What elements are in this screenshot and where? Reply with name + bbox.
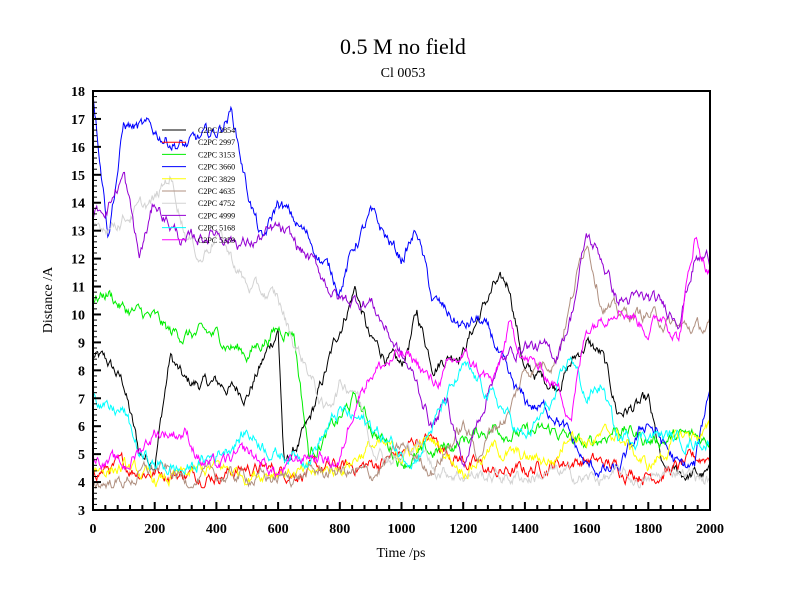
chart-subtitle: Cl 0053 — [381, 66, 426, 81]
legend-label: C2PC 4999 — [198, 211, 235, 220]
x-tick-label: 400 — [206, 522, 227, 537]
series-line-c2pc-4752 — [92, 175, 710, 489]
legend-label: C2PC 3153 — [198, 150, 235, 159]
y-tick-label: 5 — [78, 448, 85, 463]
x-tick-label: 1200 — [449, 522, 477, 537]
chart-title: 0.5 M no field — [340, 34, 466, 59]
y-tick-label: 9 — [78, 336, 85, 351]
y-axis-label: Distance /A — [41, 266, 56, 333]
legend-label: C2PC 4752 — [198, 199, 235, 208]
x-tick-label: 200 — [144, 522, 165, 537]
y-tick-label: 14 — [71, 197, 85, 212]
series-line-c2pc-2997 — [92, 432, 710, 489]
y-tick-label: 4 — [78, 476, 85, 491]
axes: 0 200 400 600 800 1000 1200 1400 1600 1800 2000 3 4 5… — [71, 85, 724, 537]
y-tick-label: 15 — [71, 169, 85, 184]
x-tick-label: 0 — [90, 522, 97, 537]
series-line-c2pc-4635 — [92, 245, 710, 490]
series-line-c2pc-4999 — [92, 171, 710, 469]
legend: C2PC 2854 C2PC 2997 C2PC 3153 C2PC 3660 C2PC… — [162, 126, 235, 245]
y-tick-label: 17 — [71, 113, 85, 128]
legend-label: C2PC 5168 — [198, 224, 235, 233]
y-tick-label: 12 — [71, 253, 85, 268]
x-tick-label: 1800 — [634, 522, 662, 537]
y-tick-label: 18 — [71, 85, 85, 100]
legend-label: C2PC 4635 — [198, 187, 235, 196]
series-line-c2pc-5359 — [92, 236, 710, 478]
y-tick-label: 16 — [71, 141, 85, 156]
legend-label: C2PC 2997 — [198, 138, 235, 147]
y-tick-label: 13 — [71, 225, 85, 240]
legend-label: C2PC 2854 — [198, 126, 235, 135]
series-line-c2pc-5168 — [92, 356, 710, 476]
series-line-c2pc-3153 — [92, 289, 710, 470]
y-tick-label: 11 — [72, 281, 85, 296]
legend-label: C2PC 3829 — [198, 175, 235, 184]
series-line-c2pc-2854 — [92, 271, 710, 482]
legend-label: C2PC 3660 — [198, 163, 235, 172]
y-tick-label: 6 — [78, 420, 85, 435]
x-tick-label: 1600 — [573, 522, 601, 537]
x-tick-label: 800 — [329, 522, 350, 537]
x-tick-label: 2000 — [696, 522, 724, 537]
plot-frame — [92, 90, 711, 511]
y-tick-label: 3 — [78, 504, 85, 519]
x-tick-label: 1400 — [511, 522, 539, 537]
legend-label: C2PC 5359 — [198, 236, 235, 245]
y-tick-label: 10 — [71, 308, 85, 323]
y-tick-label: 7 — [78, 392, 85, 407]
y-tick-label: 8 — [78, 364, 85, 379]
x-tick-label: 600 — [268, 522, 289, 537]
series-layer — [92, 93, 710, 490]
series-line-c2pc-3660 — [92, 93, 710, 478]
x-tick-label: 1000 — [388, 522, 416, 537]
x-axis-label: Time /ps — [377, 546, 426, 561]
